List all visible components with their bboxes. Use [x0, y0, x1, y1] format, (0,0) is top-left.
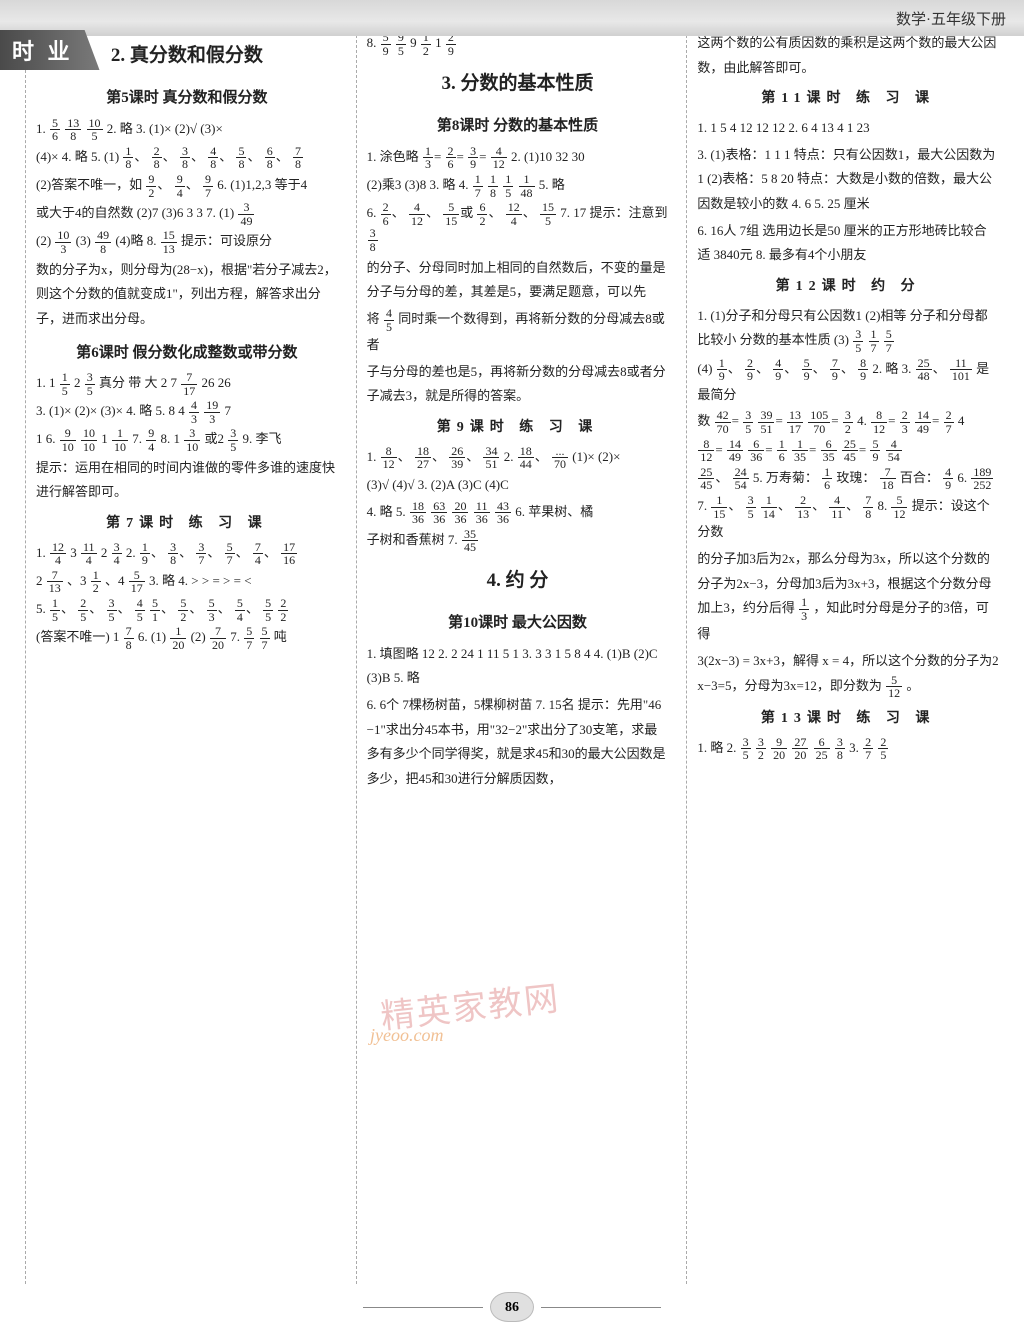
lesson-6-title: 第6课时 假分数化成整数或带分数 [36, 339, 338, 368]
page-number: 86 [490, 1292, 534, 1322]
answer-line: 1. 涂色略 13= 26= 39= 412 2. (1)10 32 30 [367, 145, 669, 171]
answer-line: 4. 略 5. 1836 6336 2036 1136 4336 6. 苹果树、… [367, 500, 669, 526]
answer-line: 1. 略 2. 35 32 920 2720 625 38 3. 27 25 [697, 736, 999, 762]
answer-line: 1. 56 138 105 2. 略 3. (1)× (2)√ (3)× [36, 117, 338, 143]
answer-line: 812= 1449 636= 16 135= 635 2545= 59 454 [697, 438, 999, 464]
side-tab: 时 业 [0, 30, 100, 70]
answer-line: 7. 115、 35 114、 213、 411、 78 8. 512 提示：设… [697, 494, 999, 545]
answer-line: 1. 812、 1827、 2639、 3451 2. 1844、 ...70 … [367, 445, 669, 471]
hint-text: 6. 6个 7棵杨树苗，5棵柳树苗 7. 15名 提示：先用"46−1"求出分4… [367, 693, 669, 792]
answer-line: 1. 1 15 2 35 真分 带 大 2 7 717 26 26 [36, 371, 338, 397]
answer-line: 2 713 、3 12 、4 517 3. 略 4. > > = > = < [36, 569, 338, 595]
header-strip: 数学·五年级下册 [0, 0, 1024, 36]
lesson-5-title: 第5课时 真分数和假分数 [36, 84, 338, 113]
answer-line: 子树和香蕉树 7. 3545 [367, 528, 669, 554]
answer-line: (2)乘3 (3)8 3. 略 4. 17 18 15 148 5. 略 [367, 173, 669, 199]
section-3-title: 3. 分数的基本性质 [367, 66, 669, 102]
answer-line: 1 6. 910 1010 1 110 7. 94 8. 1 310 或2 35… [36, 427, 338, 453]
answer-line: 2545、 2454 5. 万寿菊： 16 玫瑰： 718 百合： 49 6. … [697, 466, 999, 492]
answer-line: (3)√ (4)√ 3. (2)A (3)C (4)C [367, 473, 669, 498]
lesson-12-title: 第12课时 约 分 [697, 274, 999, 301]
fraction: 56 [50, 117, 60, 143]
section-4-title: 4. 约 分 [367, 563, 669, 599]
answer-line: 数 4270= 35 3951= 1317 10570= 32 4. 812= … [697, 409, 999, 435]
answer-line: 1. (1)分子和分母只有公因数1 (2)相等 分子和分母都比较小 分数的基本性… [697, 304, 999, 355]
hint-text: 子与分母的差也是5，再将新分数的分母减去8或者分子减去3，就是所得的答案。 [367, 360, 669, 409]
column-3: 这两个数的公有质因数的乘积是这两个数的最大公因数，由此解答即可。 第11课时 练… [686, 30, 999, 1284]
answer-line: 5. 15、 25、 35、 45 51、 52、 53、 54、 55 22 [36, 597, 338, 623]
answer-line: (4) 19、 29、 49、 59、 79、 89 2. 略 3. 2548、… [697, 357, 999, 408]
answer-line: 1. 填图略 12 2. 2 24 1 11 5 1 3. 3 3 1 5 8 … [367, 642, 669, 691]
answer-line: 1. 1 5 4 12 12 12 2. 6 4 13 4 1 23 [697, 116, 999, 141]
lesson-7-title: 第7课时 练 习 课 [36, 511, 338, 538]
answer-line: (4)× 4. 略 5. (1) 18、 28、 38、 48、 58、 68、… [36, 145, 338, 171]
hint-text: 提示：运用在相同的时间内谁做的零件多谁的速度快进行解答即可。 [36, 456, 338, 505]
hint-text: 将 45 同时乘一个数得到，再将新分数的分母减去8或者 [367, 307, 669, 358]
lesson-10-title: 第10课时 最大公因数 [367, 609, 669, 638]
column-1: 2. 真分数和假分数 第5课时 真分数和假分数 1. 56 138 105 2.… [25, 30, 338, 1284]
answer-line: 6. 26、 412、 515或 62、 124、 155 7. 17 提示：注… [367, 201, 669, 253]
hint-text: 这两个数的公有质因数的乘积是这两个数的最大公因数，由此解答即可。 [697, 31, 999, 80]
header-label: 数学·五年级下册 [896, 8, 1006, 29]
lesson-8-title: 第8课时 分数的基本性质 [367, 112, 669, 141]
answer-line: 或大于4的自然数 (2)7 (3)6 3 3 7. (1) 349 [36, 201, 338, 227]
page: 数学·五年级下册 时 业 2. 真分数和假分数 第5课时 真分数和假分数 1. … [0, 0, 1024, 1334]
answer-line: 3. (1)表格：1 1 1 特点：只有公因数1，最大公因数为1 (2)表格：5… [697, 143, 999, 217]
answer-line: 1. 124 3 114 2 34 2. 19、 38、 37、 57、 74、… [36, 541, 338, 567]
lesson-13-title: 第13课时 练 习 课 [697, 706, 999, 733]
answer-line: (2)答案不唯一，如 92、 94、 97 6. (1)1,2,3 等于4 [36, 173, 338, 199]
hint-text: 的分子、分母同时加上相同的自然数后，不变的量是分子与分母的差，其差是5，要满足题… [367, 256, 669, 305]
lesson-11-title: 第11课时 练 习 课 [697, 86, 999, 113]
column-2: 8. 59 95 9 12 1 29 3. 分数的基本性质 第8课时 分数的基本… [356, 30, 669, 1284]
answer-line: (2) 103 (3) 498 (4)略 8. 1513 提示：可设原分 [36, 229, 338, 255]
hint-text: 数的分子为x，则分母为(28−x)，根据"若分子减去2，则这个分数的值就变成1"… [36, 258, 338, 332]
answer-line: (答案不唯一) 1 78 6. (1) 120 (2) 720 7. 57 57… [36, 625, 338, 651]
lesson-9-title: 第9课时 练 习 课 [367, 415, 669, 442]
hint-text: 的分子加3后为2x，那么分母为3x，所以这个分数的分子为2x−3，分母加3后为3… [697, 547, 999, 647]
answer-line: 6. 16人 7组 选用边长是50 厘米的正方形地砖比较合适 3840元 8. … [697, 219, 999, 268]
hint-text: 3(2x−3) = 3x+3，解得 x = 4，所以这个分数的分子为2x−3=5… [697, 649, 999, 700]
answer-line: 3. (1)× (2)× (3)× 4. 略 5. 8 4 43 193 7 [36, 399, 338, 425]
